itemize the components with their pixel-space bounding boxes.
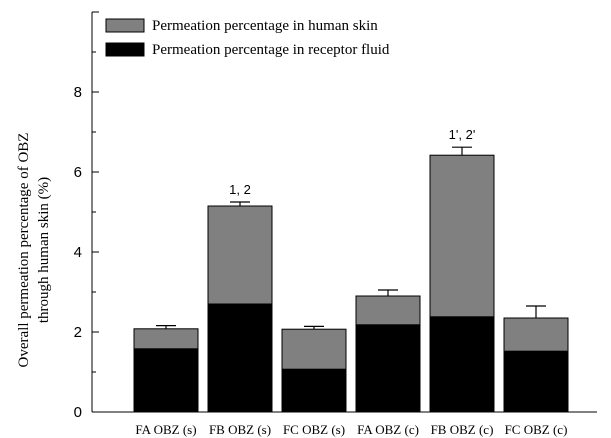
bar-segment-receptor-fluid: [133, 348, 199, 413]
bar-segment-human-skin: [207, 205, 273, 305]
bar-annotation: 1, 2: [229, 182, 251, 197]
y-tick-label: 6: [74, 164, 82, 181]
y-tick-label: 4: [74, 244, 82, 261]
bar-segment-receptor-fluid: [207, 303, 273, 413]
bar-segment-human-skin: [355, 295, 421, 326]
labels: Overall permeation percentage of OBZ thro…: [16, 127, 567, 437]
bar-segment-receptor-fluid: [503, 350, 569, 413]
y-tick-label: 0: [74, 404, 82, 421]
bar-segment-human-skin: [281, 328, 347, 370]
bar-annotation: 1', 2': [449, 127, 476, 142]
x-tick-label: FC OBZ (c): [505, 422, 568, 437]
x-tick-label: FA OBZ (c): [357, 422, 419, 437]
legend: Permeation percentage in human skin Perme…: [105, 18, 390, 58]
legend-swatch: [105, 18, 145, 33]
y-axis-title-line: through human skin (%): [36, 177, 52, 323]
bars: [133, 146, 569, 413]
legend-swatch: [105, 42, 145, 57]
x-tick-label: FC OBZ (s): [283, 422, 345, 437]
x-tick-label: FB OBZ (c): [431, 422, 494, 437]
x-tick-label: FA OBZ (s): [135, 422, 196, 437]
bar-segment-receptor-fluid: [429, 316, 495, 413]
y-tick-label: 2: [74, 324, 82, 341]
bar-segment-receptor-fluid: [355, 324, 421, 413]
y-tick-label: 8: [74, 84, 82, 101]
legend-label: Permeation percentage in human skin: [152, 18, 378, 34]
legend-label: Permeation percentage in receptor fluid: [152, 42, 390, 58]
x-tick-label: FB OBZ (s): [209, 422, 271, 437]
y-axis-title-line: Overall permeation percentage of OBZ: [16, 133, 32, 368]
bar-segment-human-skin: [503, 317, 569, 352]
bar-segment-human-skin: [133, 328, 199, 350]
bar-segment-receptor-fluid: [281, 368, 347, 413]
bar-segment-human-skin: [429, 154, 495, 318]
